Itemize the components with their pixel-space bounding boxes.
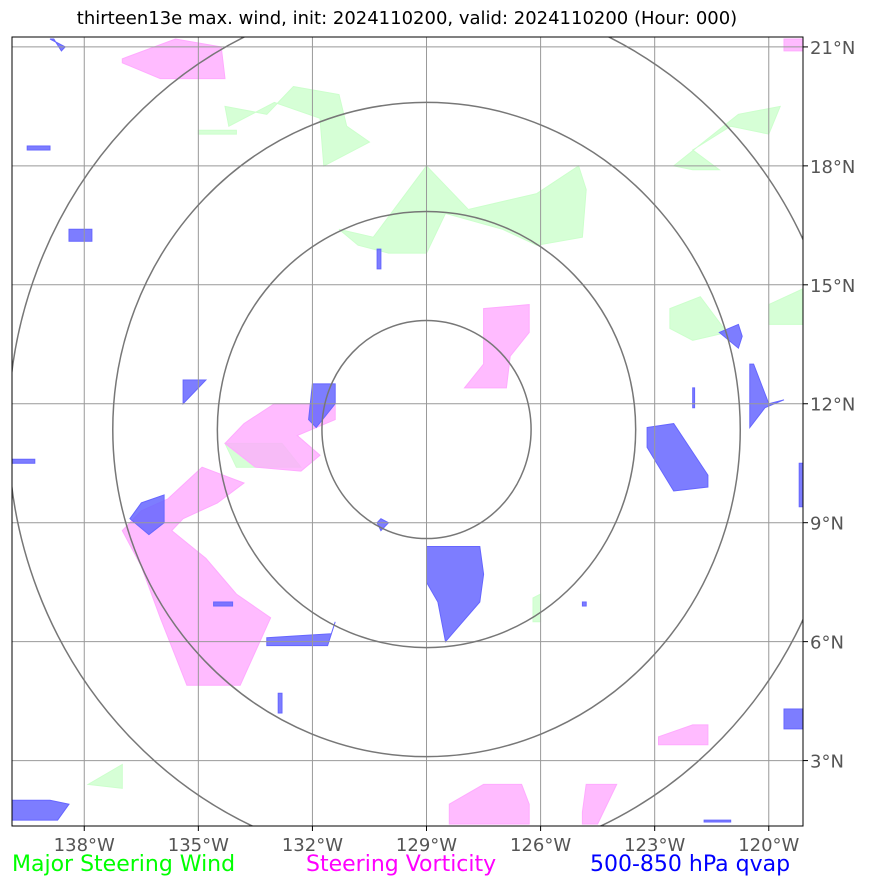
legend-steering-vorticity: Steering Vorticity [306, 852, 497, 877]
qvap-region [266, 621, 336, 647]
vorticity-region [581, 783, 618, 825]
vorticity-region [448, 783, 530, 825]
x-tick-label: 135°W [168, 835, 229, 856]
vorticity-region [121, 38, 226, 80]
qvap-layer [12, 38, 803, 823]
wind-region [197, 129, 237, 135]
vorticity-region [783, 38, 803, 52]
wind-region [338, 165, 587, 254]
qvap-region [68, 228, 93, 242]
qvap-region [646, 423, 709, 492]
qvap-region [783, 708, 803, 730]
qvap-region [129, 494, 165, 536]
qvap-region [182, 379, 208, 405]
qvap-region [749, 363, 785, 429]
y-tick-label: 12°N [810, 395, 855, 416]
y-tick-label: 9°N [810, 514, 844, 535]
vorticity-region [224, 403, 336, 472]
qvap-region [12, 458, 36, 464]
qvap-region [277, 692, 283, 714]
grid-lines [12, 37, 803, 826]
x-tick-label: 123°W [624, 835, 685, 856]
x-tick-label: 138°W [54, 835, 115, 856]
x-tick-label: 129°W [396, 835, 457, 856]
range-ring [216, 210, 637, 649]
qvap-region [703, 819, 732, 823]
qvap-region [26, 145, 51, 151]
qvap-region [581, 601, 587, 607]
wind-region [532, 593, 542, 623]
wind-region [86, 763, 123, 789]
axis-ticks: 138°W 135°W 132°W 129°W 126°W 123°W 120°W 3°N 6°… [54, 38, 856, 856]
legend-major-steering-wind: Major Steering Wind [12, 852, 236, 877]
vorticity-region [463, 304, 530, 389]
qvap-region [692, 387, 696, 409]
wind-region [224, 86, 371, 167]
plot-frame [11, 36, 804, 827]
y-tick-label: 15°N [810, 276, 855, 297]
wind-region [672, 105, 782, 171]
qvap-region [213, 601, 234, 607]
vorticity-region [658, 724, 709, 746]
plot-background [12, 37, 803, 826]
qvap-region [12, 799, 70, 821]
x-tick-label: 120°W [738, 835, 799, 856]
qvap-region [49, 38, 67, 52]
y-tick-label: 18°N [810, 157, 855, 178]
range-rings [12, 37, 803, 826]
y-tick-label: 21°N [810, 38, 855, 59]
chart-title: thirteen13e max. wind, init: 2024110200,… [76, 8, 738, 29]
y-tick-label: 6°N [810, 633, 844, 654]
range-ring [112, 101, 742, 758]
x-tick-label: 126°W [510, 835, 571, 856]
range-ring [321, 319, 532, 540]
qvap-region [426, 546, 485, 643]
wind-region [669, 296, 728, 341]
qvap-region [376, 248, 382, 270]
y-tick-label: 3°N [810, 752, 844, 773]
legend-qvap: 500-850 hPa qvap [590, 852, 791, 877]
qvap-region [798, 462, 803, 508]
x-tick-label: 132°W [282, 835, 343, 856]
